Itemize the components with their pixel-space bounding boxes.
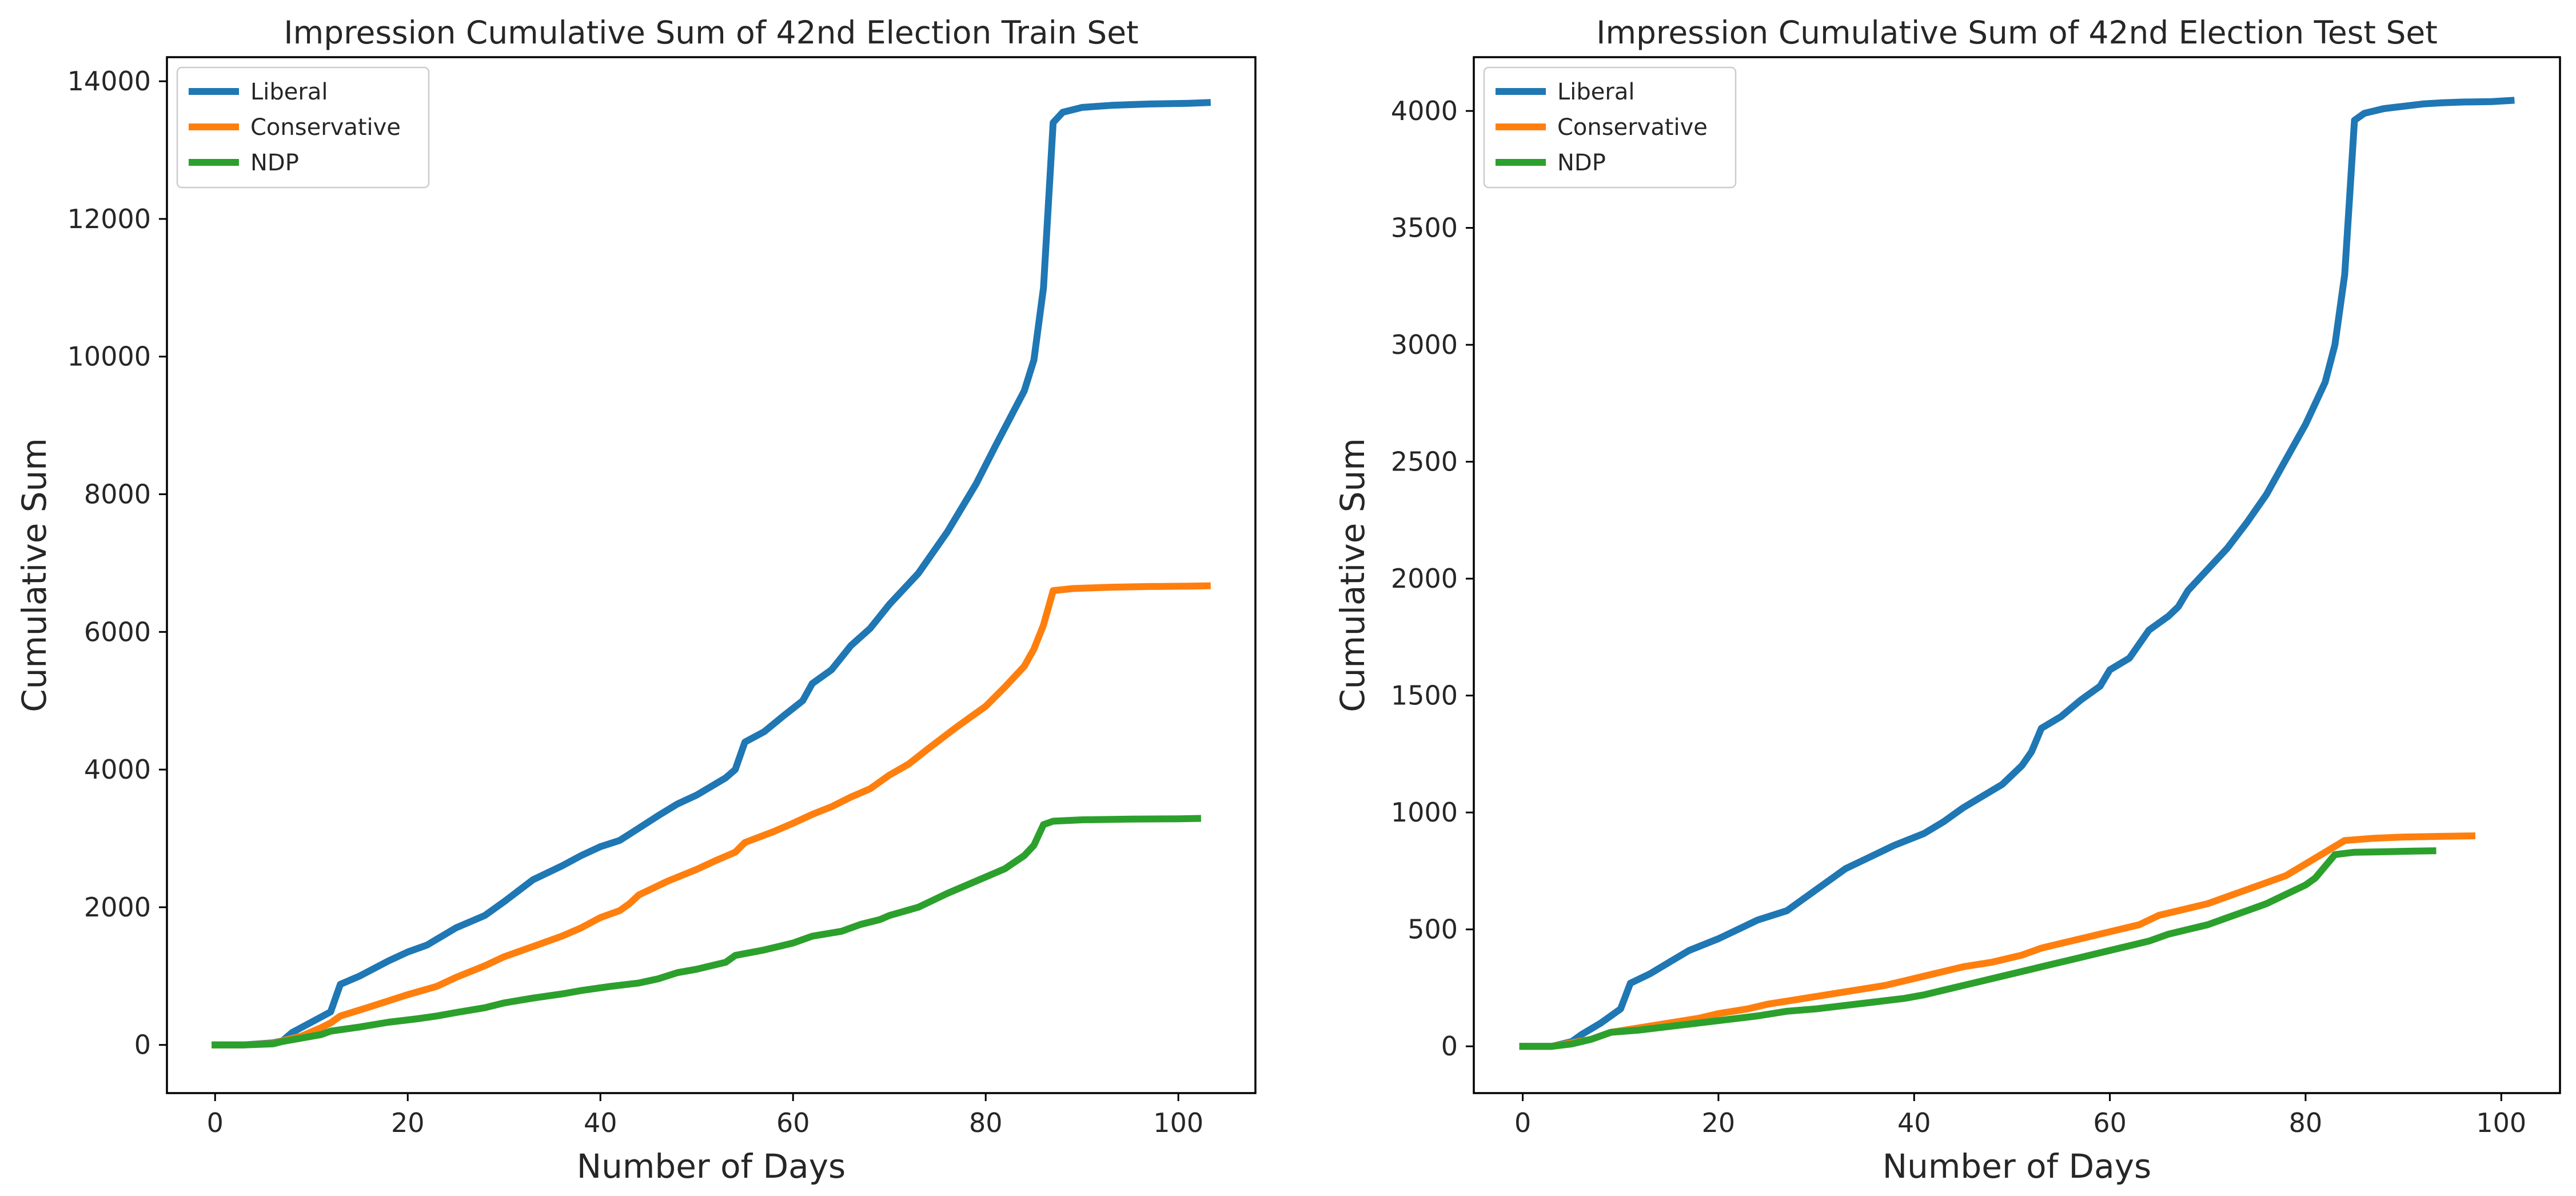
y-axis-label: Cumulative Sum (15, 438, 54, 712)
test-chart: 0 20 40 60 80 1000500100015002000250030003500… (1333, 14, 2561, 1186)
y-tick-label: 8000 (84, 479, 151, 510)
legend-label-ndp: NDP (250, 150, 299, 176)
x-tick-label: 60 (776, 1107, 810, 1138)
x-tick-label: 0 (1514, 1107, 1531, 1138)
y-tick-label: 2500 (1391, 446, 1458, 477)
y-tick-label: 3500 (1391, 213, 1458, 244)
legend-label-liberal: Liberal (250, 79, 328, 105)
y-tick-label: 14000 (67, 66, 151, 97)
x-tick-label: 20 (391, 1107, 425, 1138)
y-tick-label: 4000 (84, 754, 151, 785)
y-tick-label: 12000 (67, 204, 151, 234)
legend: Liberal Conservative NDP (1483, 66, 1737, 189)
legend-box (1483, 66, 1737, 189)
x-tick-label: 40 (584, 1107, 617, 1138)
x-tick-label: 80 (2289, 1107, 2323, 1138)
y-tick-label: 3000 (1391, 329, 1458, 360)
series-line-ndp (1519, 847, 2437, 1050)
y-tick-label: 10000 (67, 341, 151, 372)
y-tick-label: 0 (1441, 1031, 1458, 1062)
series-line-conservative (1519, 832, 2475, 1050)
series-line-ndp (212, 815, 1202, 1049)
y-tick-label: 2000 (84, 892, 151, 923)
legend: Liberal Conservative NDP (176, 66, 430, 189)
y-axis-label: Cumulative Sum (1333, 438, 1372, 712)
x-tick-label: 40 (1897, 1107, 1931, 1138)
legend-label-conservative: Conservative (1557, 114, 1708, 141)
series-line-liberal (1519, 97, 2515, 1050)
legend-box (176, 66, 430, 189)
x-axis-label: Number of Days (577, 1147, 846, 1186)
x-tick-label: 100 (1153, 1107, 1203, 1138)
series-line-liberal (212, 99, 1211, 1049)
x-tick-label: 100 (2476, 1107, 2526, 1138)
axes-frame (1473, 56, 2561, 1094)
y-tick-label: 2000 (1391, 563, 1458, 594)
x-tick-label: 80 (969, 1107, 1003, 1138)
series-line-conservative (212, 582, 1211, 1049)
x-tick-label: 0 (207, 1107, 224, 1138)
axes-frame (166, 56, 1257, 1094)
legend-label-ndp: NDP (1557, 150, 1606, 176)
y-tick-label: 0 (134, 1030, 151, 1061)
y-tick-label: 1500 (1391, 680, 1458, 711)
legend-label-liberal: Liberal (1557, 79, 1634, 105)
chart-title: Impression Cumulative Sum of 42nd Electi… (1596, 14, 2438, 51)
train-chart: 0 20 40 60 80 100 0 2000 4000 6000 8000 10000 12000 1… (15, 14, 1257, 1186)
series-lines (212, 99, 1211, 1049)
legend-label-conservative: Conservative (250, 114, 401, 141)
y-tick-label: 1000 (1391, 797, 1458, 828)
x-tick-label: 20 (1702, 1107, 1736, 1138)
x-axis-label: Number of Days (1883, 1147, 2152, 1186)
chart-title: Impression Cumulative Sum of 42nd Electi… (284, 14, 1138, 51)
y-tick-label: 6000 (84, 616, 151, 647)
series-lines (1519, 97, 2515, 1050)
y-tick-label: 4000 (1391, 95, 1458, 126)
y-tick-label: 500 (1407, 914, 1458, 945)
x-tick-label: 60 (2093, 1107, 2127, 1138)
